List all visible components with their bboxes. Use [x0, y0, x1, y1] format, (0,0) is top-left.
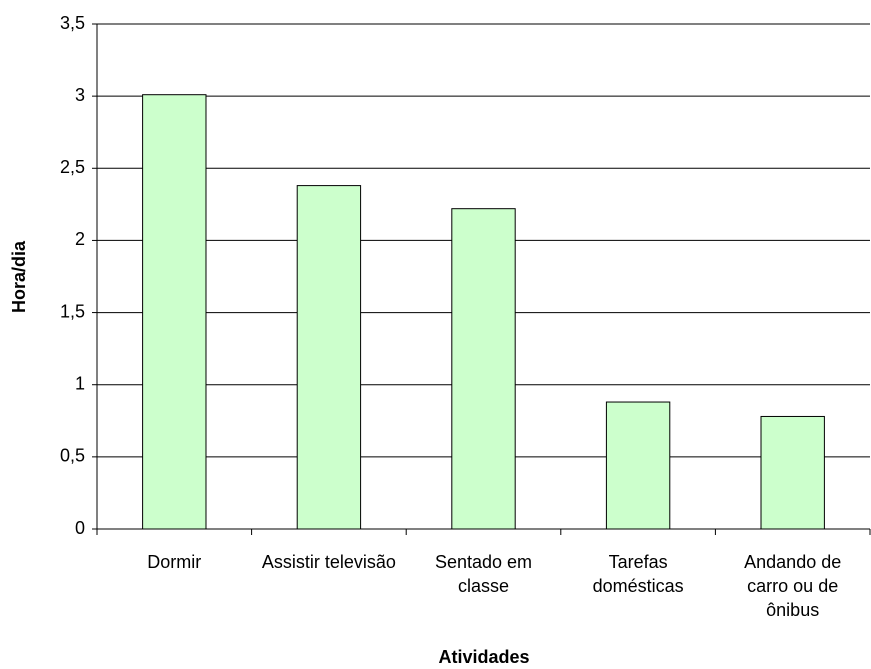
y-tick-label: 2: [75, 229, 85, 249]
x-tick-label: Tarefas domésticas: [592, 552, 684, 596]
x-tick-label: Dormir: [147, 552, 202, 572]
x-tick-label: Andando de carro ou de ônibus: [744, 552, 842, 620]
x-tick-label: Assistir televisão: [261, 552, 396, 572]
y-tick-label: 1: [75, 373, 85, 393]
bar: [760, 415, 825, 530]
y-tick-label: 1,5: [60, 301, 85, 321]
bar: [605, 401, 671, 530]
bar: [451, 208, 516, 530]
y-tick-label: 0,5: [60, 446, 85, 466]
y-tick-label: 2,5: [60, 157, 85, 177]
y-tick-label: 3: [75, 85, 85, 105]
bar: [296, 185, 362, 530]
y-axis-label: Hora/dia: [9, 240, 29, 313]
y-tick-label: 0: [75, 518, 85, 538]
y-tick-label: 3,5: [60, 13, 85, 33]
x-axis-label: Atividades: [438, 647, 529, 667]
x-tick-label: Sentado em classe: [434, 552, 533, 596]
bar: [142, 94, 207, 530]
